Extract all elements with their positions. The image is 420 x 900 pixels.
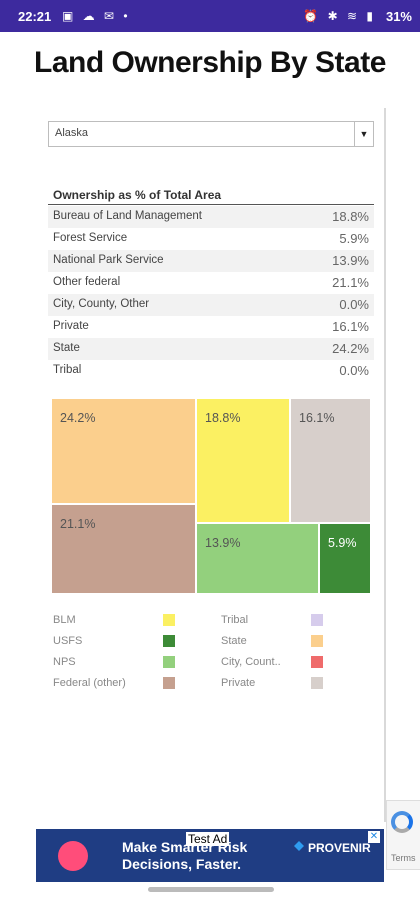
legend-item[interactable]: Tribal xyxy=(221,612,329,630)
treemap-tile-usfs[interactable]: 5.9% xyxy=(319,523,371,594)
legend-item[interactable]: USFS xyxy=(53,633,181,651)
row-value: 24.2% xyxy=(332,341,369,356)
table-row: City, County, Other 0.0% xyxy=(48,294,374,316)
row-value: 16.1% xyxy=(332,319,369,334)
notification-icons: ▣ ☁ ✉ • xyxy=(62,9,131,23)
legend-label: City, Count.. xyxy=(221,656,281,668)
legend-label: Tribal xyxy=(221,614,249,626)
test-ad-label: Test Ad xyxy=(186,832,230,846)
legend-label: State xyxy=(221,635,247,647)
chevron-down-icon[interactable]: ▼ xyxy=(354,122,373,146)
table-row: Other federal 21.1% xyxy=(48,272,374,294)
legend-swatch xyxy=(311,635,323,647)
legend-swatch xyxy=(311,656,323,668)
status-time: 22:21 xyxy=(18,9,52,24)
legend-item[interactable]: Private xyxy=(221,675,329,693)
row-value: 0.0% xyxy=(339,297,369,312)
system-icons: ⏰ ✱ ≋ ▮ xyxy=(303,9,376,23)
row-label: Forest Service xyxy=(53,232,128,244)
row-value: 5.9% xyxy=(339,231,369,246)
ad-banner[interactable]: Make Smarter Risk Decisions, Faster. Tes… xyxy=(36,829,384,882)
treemap-tile-state[interactable]: 24.2% xyxy=(51,398,196,504)
legend-swatch xyxy=(163,635,175,647)
table-row: Bureau of Land Management 18.8% xyxy=(48,206,374,228)
row-label: National Park Service xyxy=(53,254,164,266)
legend-item[interactable]: City, Count.. xyxy=(221,654,329,672)
legend-label: Federal (other) xyxy=(53,677,126,689)
row-value: 13.9% xyxy=(332,253,369,268)
ad-brand: PROVENIR xyxy=(308,841,371,855)
table-title: Ownership as % of Total Area xyxy=(53,188,222,202)
close-icon[interactable]: ✕ xyxy=(368,831,380,843)
home-indicator[interactable] xyxy=(148,887,274,892)
legend-label: NPS xyxy=(53,656,76,668)
table-row: Private 16.1% xyxy=(48,316,374,338)
tile-label: 16.1% xyxy=(299,411,335,425)
row-label: Other federal xyxy=(53,276,121,288)
brand-logo-icon xyxy=(294,841,304,851)
legend-item[interactable]: NPS xyxy=(53,654,181,672)
battery-level: 31% xyxy=(385,9,412,24)
recaptcha-terms[interactable]: Terms xyxy=(391,853,416,863)
legend-swatch xyxy=(163,614,175,626)
status-bar: 22:21 ▣ ☁ ✉ • ⏰ ✱ ≋ ▮ 31% xyxy=(0,0,420,32)
row-label: Bureau of Land Management xyxy=(53,210,202,222)
treemap-tile-nps[interactable]: 13.9% xyxy=(196,523,319,594)
recaptcha-icon xyxy=(391,811,413,833)
tile-label: 13.9% xyxy=(205,536,241,550)
table-row: State 24.2% xyxy=(48,338,374,360)
tile-label: 21.1% xyxy=(60,517,96,531)
legend-item[interactable]: BLM xyxy=(53,612,181,630)
state-dropdown[interactable]: Alaska ▼ xyxy=(48,121,374,147)
table-divider xyxy=(48,204,374,205)
treemap-tile-blm[interactable]: 18.8% xyxy=(196,398,290,523)
legend-swatch xyxy=(311,677,323,689)
table-row: Tribal 0.0% xyxy=(48,360,374,382)
row-label: State xyxy=(53,342,80,354)
page-title: Land Ownership By State xyxy=(34,46,386,79)
table-row: National Park Service 13.9% xyxy=(48,250,374,272)
treemap-tile-federal-other[interactable]: 21.1% xyxy=(51,504,196,594)
state-dropdown-value: Alaska xyxy=(55,127,89,139)
legend-item[interactable]: State xyxy=(221,633,329,651)
legend-swatch xyxy=(163,656,175,668)
tile-label: 18.8% xyxy=(205,411,241,425)
legend-swatch xyxy=(311,614,323,626)
tile-label: 5.9% xyxy=(328,536,357,550)
recaptcha-badge[interactable]: Terms xyxy=(386,800,420,870)
row-label: City, County, Other xyxy=(53,298,150,310)
stopwatch-icon xyxy=(58,841,88,871)
row-label: Tribal xyxy=(53,364,82,376)
row-value: 0.0% xyxy=(339,363,369,378)
tile-label: 24.2% xyxy=(60,411,96,425)
legend-swatch xyxy=(163,677,175,689)
row-value: 21.1% xyxy=(332,275,369,290)
legend-item[interactable]: Federal (other) xyxy=(53,675,181,693)
row-value: 18.8% xyxy=(332,209,369,224)
row-label: Private xyxy=(53,320,89,332)
legend-label: BLM xyxy=(53,614,76,626)
ownership-treemap: 24.2% 18.8% 16.1% 21.1% 13.9% 5.9% xyxy=(51,398,371,594)
legend-label: Private xyxy=(221,677,256,689)
legend-label: USFS xyxy=(53,635,83,647)
treemap-tile-private[interactable]: 16.1% xyxy=(290,398,371,523)
table-row: Forest Service 5.9% xyxy=(48,228,374,250)
